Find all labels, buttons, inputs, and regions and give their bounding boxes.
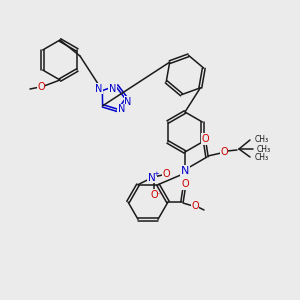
Text: N: N [148,173,156,183]
Text: N: N [95,83,102,94]
Text: N: N [109,84,116,94]
Text: O: O [150,190,158,200]
Text: N: N [181,166,189,176]
Text: ⁻: ⁻ [157,190,161,199]
Text: +: + [153,171,159,177]
Text: CH₃: CH₃ [255,152,269,161]
Text: N: N [118,104,125,114]
Text: O: O [220,147,228,157]
Text: CH₃: CH₃ [255,136,269,145]
Text: O: O [181,179,189,189]
Text: O: O [37,82,45,92]
Text: O: O [201,134,209,144]
Text: CH₃: CH₃ [257,145,271,154]
Text: O: O [162,169,170,179]
Text: N: N [124,97,132,107]
Text: O: O [191,201,199,211]
